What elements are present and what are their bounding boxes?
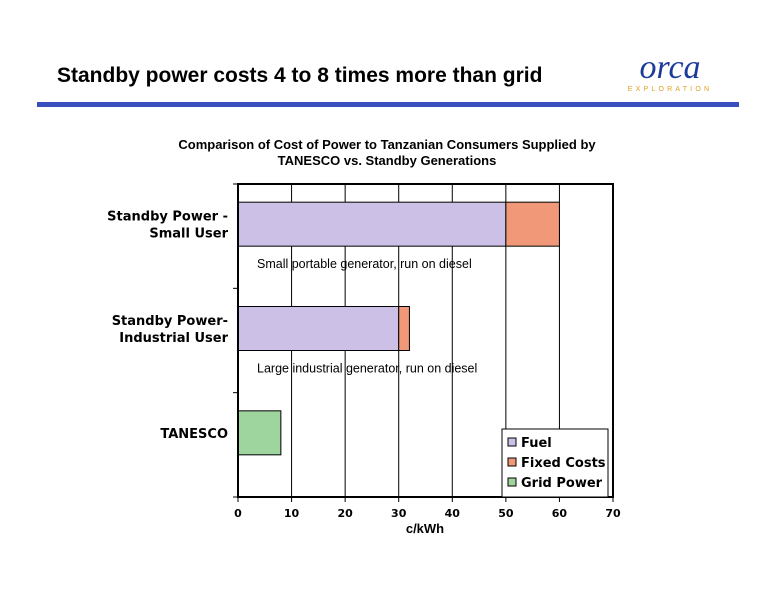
x-tick-label: 0 [234,507,242,520]
legend-swatch [507,477,517,487]
bar-segment [237,410,282,456]
legend-label: Grid Power [521,476,603,491]
bar-annotation: Large industrial generator, run on diese… [257,362,477,376]
chart-title: Comparison of Cost of Power to Tanzanian… [178,137,596,168]
category-label: TANESCO [160,427,228,442]
bar-segment [398,306,410,351]
category-label: Small User [149,227,228,242]
legend-swatch [507,457,517,467]
legend-label: Fixed Costs [521,456,606,471]
category-label: Standby Power- [112,314,228,329]
bar-segment [237,306,400,351]
legend-swatch [507,437,517,447]
category-label: Standby Power - [107,210,228,225]
logo-wordmark: orca [639,50,700,86]
legend-label: Fuel [521,436,552,451]
x-tick-label: 30 [391,507,407,520]
plot-border [237,183,614,498]
x-tick-label: 70 [605,507,621,520]
orca-logo: orca EXPLORATION [628,50,712,93]
legend-box [501,428,609,498]
x-axis-label: c/kWh [406,521,444,536]
chart-title-line-1: Comparison of Cost of Power to Tanzanian… [178,137,596,152]
chart-title-line-2: TANESCO vs. Standby Generations [278,153,497,168]
x-tick-label: 50 [498,507,514,520]
x-tick-label: 60 [552,507,568,520]
x-tick-label: 20 [337,507,353,520]
bar-segment [505,201,560,247]
x-tick-label: 10 [284,507,300,520]
bar-annotation: Small portable generator, run on diesel [257,257,472,271]
x-tick-label: 40 [445,507,461,520]
category-label: Industrial User [119,331,228,346]
bar-segment [237,201,507,247]
slide-title: Standby power costs 4 to 8 times more th… [57,64,543,87]
title-rule [37,102,739,107]
logo-subtext: EXPLORATION [628,86,712,93]
